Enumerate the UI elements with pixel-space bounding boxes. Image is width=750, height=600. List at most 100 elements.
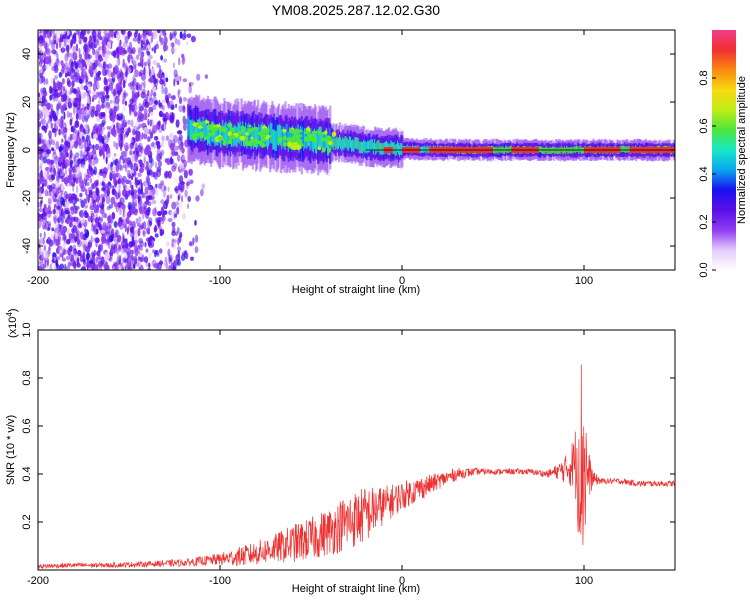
spectrogram-noise-blob [104, 261, 109, 270]
spectrogram-noise-blob [43, 245, 47, 251]
spectrogram-noise-blob [118, 192, 121, 199]
spectrogram-noise-blob [129, 207, 132, 217]
spectrogram-noise-blob [124, 253, 128, 259]
spectrogram-noise-blob [77, 249, 82, 257]
spectrogram-noise-blob [148, 185, 152, 191]
spectrogram-noise-blob [86, 146, 91, 152]
spectrogram-noise-blob [54, 264, 57, 270]
spectrogram-noise-blob [179, 163, 183, 170]
spectrogram-noise-blob [64, 53, 69, 62]
spectrogram-noise-blob [143, 126, 148, 135]
spectrogram-noise-blob [114, 264, 119, 270]
spectrogram-noise-blob [163, 123, 166, 131]
spectrogram-noise-blob [112, 50, 117, 59]
spectrogram-noise-blob [56, 246, 61, 255]
spectrogram-noise-blob [126, 255, 132, 264]
spectrogram-noise-blob [81, 59, 86, 68]
spectrogram-noise-blob [174, 73, 180, 83]
spectrogram-noise-blob [90, 162, 93, 168]
spectrogram-noise-blob [188, 241, 194, 247]
spectrogram-noise-blob [59, 253, 64, 258]
spectrogram-noise-blob [133, 189, 138, 194]
spectrogram-noise-blob [174, 37, 178, 45]
spectrogram-noise-blob [143, 132, 148, 140]
spectrogram-noise-blob [139, 240, 145, 248]
colorbar-gradient [712, 30, 736, 270]
spectrogram-noise-blob [52, 208, 56, 215]
spectrogram-noise-blob [127, 82, 133, 87]
spectrogram-noise-blob [177, 130, 183, 135]
spectrogram-noise-blob [86, 30, 91, 35]
spectrogram-noise-blob [133, 255, 138, 265]
spectrogram-noise-blob [55, 259, 59, 269]
spectrogram-noise-blob [108, 84, 111, 89]
spectrogram-noise-blob [151, 259, 157, 267]
spectrogram-noise-blob [162, 117, 168, 122]
spectrogram-noise-blob [98, 147, 104, 156]
spectrogram-noise-blob [103, 76, 107, 86]
spectrogram-noise-blob [101, 234, 106, 244]
spectrogram-noise-blob [111, 89, 114, 95]
spectrogram-noise-blob [93, 133, 98, 140]
spectrogram-noise-blob [130, 153, 136, 163]
spectrogram-noise-blob [145, 259, 149, 268]
spectrogram-ridge-cell [198, 119, 201, 140]
spectrogram-noise-blob [194, 234, 199, 243]
spectrogram-noise-blob [79, 193, 83, 198]
spectrogram-noise-blob [120, 134, 125, 143]
spectrogram-noise-blob [95, 181, 99, 187]
spectrogram-noise-blob [152, 60, 157, 65]
spectrogram-noise-blob [122, 80, 126, 89]
spectrogram-noise-blob [45, 221, 49, 230]
spectrogram-noise-blob [89, 35, 92, 41]
spectrogram-noise-blob [162, 75, 166, 82]
spectrogram-noise-blob [49, 85, 53, 94]
spectrogram-peak-blob [295, 144, 302, 151]
spectrogram-noise-blob [101, 196, 106, 203]
spectrogram-noise-blob [99, 140, 103, 150]
spectrogram-noise-blob [138, 201, 144, 208]
spectrogram-noise-blob [63, 249, 68, 255]
spectrogram-noise-blob [91, 56, 95, 64]
spectrogram-noise-blob [43, 170, 48, 179]
spectrogram-noise-blob [75, 113, 79, 121]
spectrogram-noise-blob [95, 256, 99, 264]
spectrogram-noise-blob [171, 45, 175, 55]
spectrogram-noise-blob [104, 213, 107, 218]
spectrogram-noise-blob [85, 126, 88, 134]
spectrogram-noise-blob [141, 51, 145, 58]
spectrogram-noise-blob [94, 237, 100, 244]
spectrogram-noise-blob [168, 255, 171, 265]
spectrogram-noise-blob [38, 92, 41, 98]
spectrogram-noise-blob [148, 30, 152, 35]
spectrogram-noise-blob [105, 69, 109, 75]
spectrogram-noise-blob [196, 73, 201, 81]
spectrogram-noise-blob [127, 30, 132, 38]
spectrogram-noise-blob [52, 237, 56, 245]
spectrogram-noise-blob [151, 129, 156, 135]
spectrogram-noise-blob [119, 164, 124, 172]
spectrogram-noise-blob [38, 108, 41, 114]
spectrogram-noise-blob [87, 128, 90, 137]
spectrogram-noise-blob [43, 99, 48, 107]
spectrogram-noise-blob [56, 53, 59, 59]
spectrogram-noise-blob [153, 85, 157, 93]
spectrogram-noise-blob [142, 229, 145, 236]
spectrogram-noise-blob [99, 91, 104, 96]
spectrogram-noise-blob [50, 159, 55, 165]
spectrogram-noise-blob [178, 143, 183, 150]
spectrogram-noise-blob [107, 131, 111, 139]
spectrogram-noise-blob [91, 223, 94, 232]
spectrogram-noise-blob [52, 191, 56, 199]
spectrogram-noise-blob [79, 150, 84, 159]
spectrogram-noise-blob [150, 111, 154, 116]
spectrogram-noise-blob [93, 249, 97, 257]
spectrogram-noise-blob [164, 199, 169, 206]
spectrogram-noise-blob [101, 187, 106, 192]
spectrogram-noise-blob [145, 47, 149, 55]
spectrogram-noise-blob [122, 164, 127, 169]
spectrogram-noise-blob [137, 32, 141, 41]
spectrogram-noise-blob [70, 116, 74, 122]
spectrogram-noise-blob [146, 227, 150, 233]
spectrogram-noise-blob [158, 120, 161, 127]
